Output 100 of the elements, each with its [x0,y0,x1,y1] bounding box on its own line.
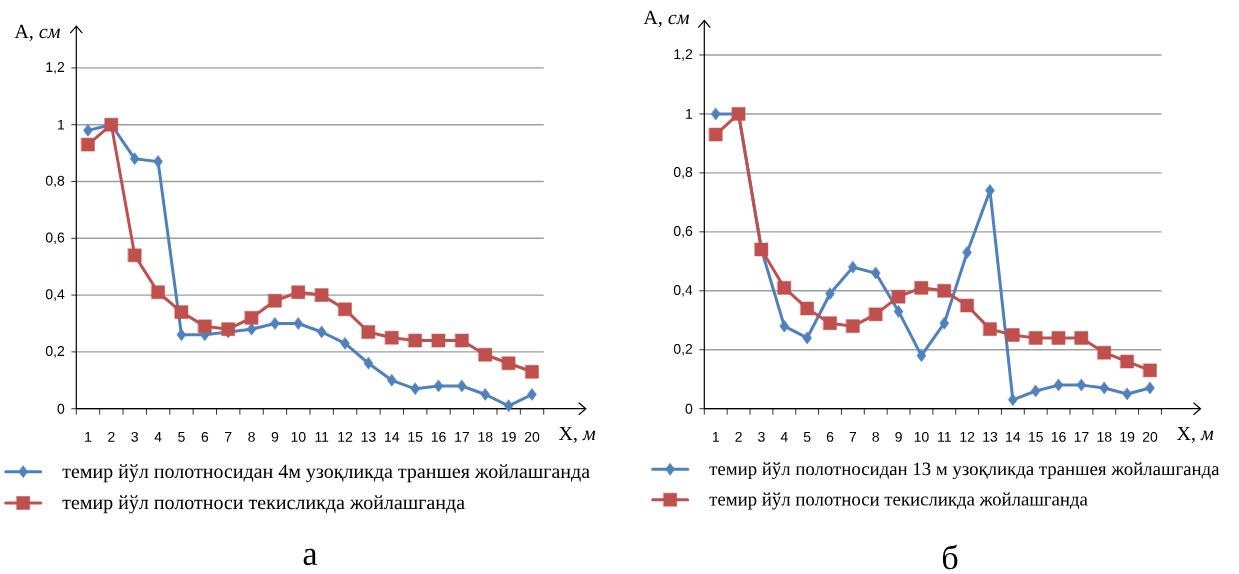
x-tick-label: 16 [1051,431,1066,442]
point [914,281,929,295]
x-tick-label: 19 [1120,431,1135,442]
y-axis-title: A, см [643,10,689,28]
point [408,333,422,348]
point [779,319,790,333]
legend-label: темир йўл полотноси текисликда жойлашганда [709,492,1088,510]
point [457,379,467,393]
x-tick-label: 6 [826,431,834,442]
x-tick-label: 9 [895,431,902,442]
point [244,311,259,325]
point [983,322,997,336]
x-tick-label: 15 [408,432,423,442]
point [314,288,329,302]
point [431,333,446,348]
point [81,137,95,152]
point [1028,331,1043,345]
x-tick-label: 20 [524,431,540,442]
y-tick-label: 0 [57,403,65,414]
point [939,316,950,330]
point [127,248,142,263]
point [1051,331,1066,345]
point [1008,393,1018,407]
point [153,155,163,168]
point [802,331,812,345]
point [1076,378,1087,392]
y-tick-label: 1,2 [46,62,65,74]
x-tick-label: 14 [1006,432,1021,442]
point [151,285,165,300]
x-tick-label: 3 [758,431,765,442]
x-tick-label: 8 [872,431,879,442]
y-tick-label: 0,8 [45,175,65,188]
x-tick-label: 14 [385,432,400,442]
x-tick-label: 7 [849,432,857,442]
point [293,317,304,330]
point [960,298,974,313]
point [708,127,723,142]
point [777,281,792,295]
x-tick-label: 6 [201,431,209,442]
x-tick-label: 11 [938,432,951,442]
point [455,333,469,348]
x-tick-label: 19 [501,431,516,442]
point [478,347,493,362]
legend-label: темир йўл полотносидан 13 м узоқликда траншея жойлашганда [709,462,1220,480]
point [480,388,491,401]
point [410,382,420,396]
point [385,330,399,345]
x-tick-label: 18 [1097,431,1112,442]
y-axis-title: A, см [14,24,60,42]
x-tick-label: 3 [131,431,138,442]
x-tick-label: 9 [271,431,279,442]
text: б [942,544,958,570]
point [316,325,327,339]
x-tick-label: 8 [248,431,255,442]
point [868,307,883,322]
point [1145,381,1155,395]
x-tick-label: 17 [455,432,469,442]
y-tick-label: 0 [685,403,693,414]
point [800,301,814,316]
point [525,365,539,379]
x-tick-label: 2 [108,431,115,442]
point [893,305,904,318]
point [1143,363,1157,378]
point [291,285,306,300]
x-tick-label: 13 [361,431,376,442]
x-tick-label: 16 [431,431,446,442]
point [823,316,837,330]
x-tick-label: 18 [478,431,493,442]
point [361,325,376,339]
y-tick-label: 1 [58,119,65,130]
x-tick-label: 5 [178,432,185,442]
point [1099,381,1110,395]
x-tick-label: 2 [735,431,742,442]
x-tick-label: 10 [914,431,929,442]
point [916,349,927,362]
y-tick-label: 0,6 [673,226,693,238]
point [129,152,140,166]
point [1074,331,1089,345]
point [527,388,537,401]
text: а [303,548,318,566]
x-tick-label: 12 [960,431,975,442]
point [83,124,93,137]
point [1122,387,1132,401]
point [198,319,212,334]
y-tick-label: 0,2 [673,343,693,356]
point [268,294,282,308]
point [176,328,187,342]
point [246,322,257,336]
x-tick-label: 5 [803,432,811,442]
point [848,260,858,274]
point [1030,384,1041,398]
point [710,107,721,121]
point [363,357,374,370]
point [1053,378,1064,392]
x-tick-label: 7 [225,432,232,442]
y-tick-label: 0,6 [45,232,65,245]
y-tick-label: 0,8 [673,167,693,179]
point [174,305,189,319]
y-tick-label: 0,2 [45,346,65,358]
x-tick-label: 11 [315,432,329,442]
